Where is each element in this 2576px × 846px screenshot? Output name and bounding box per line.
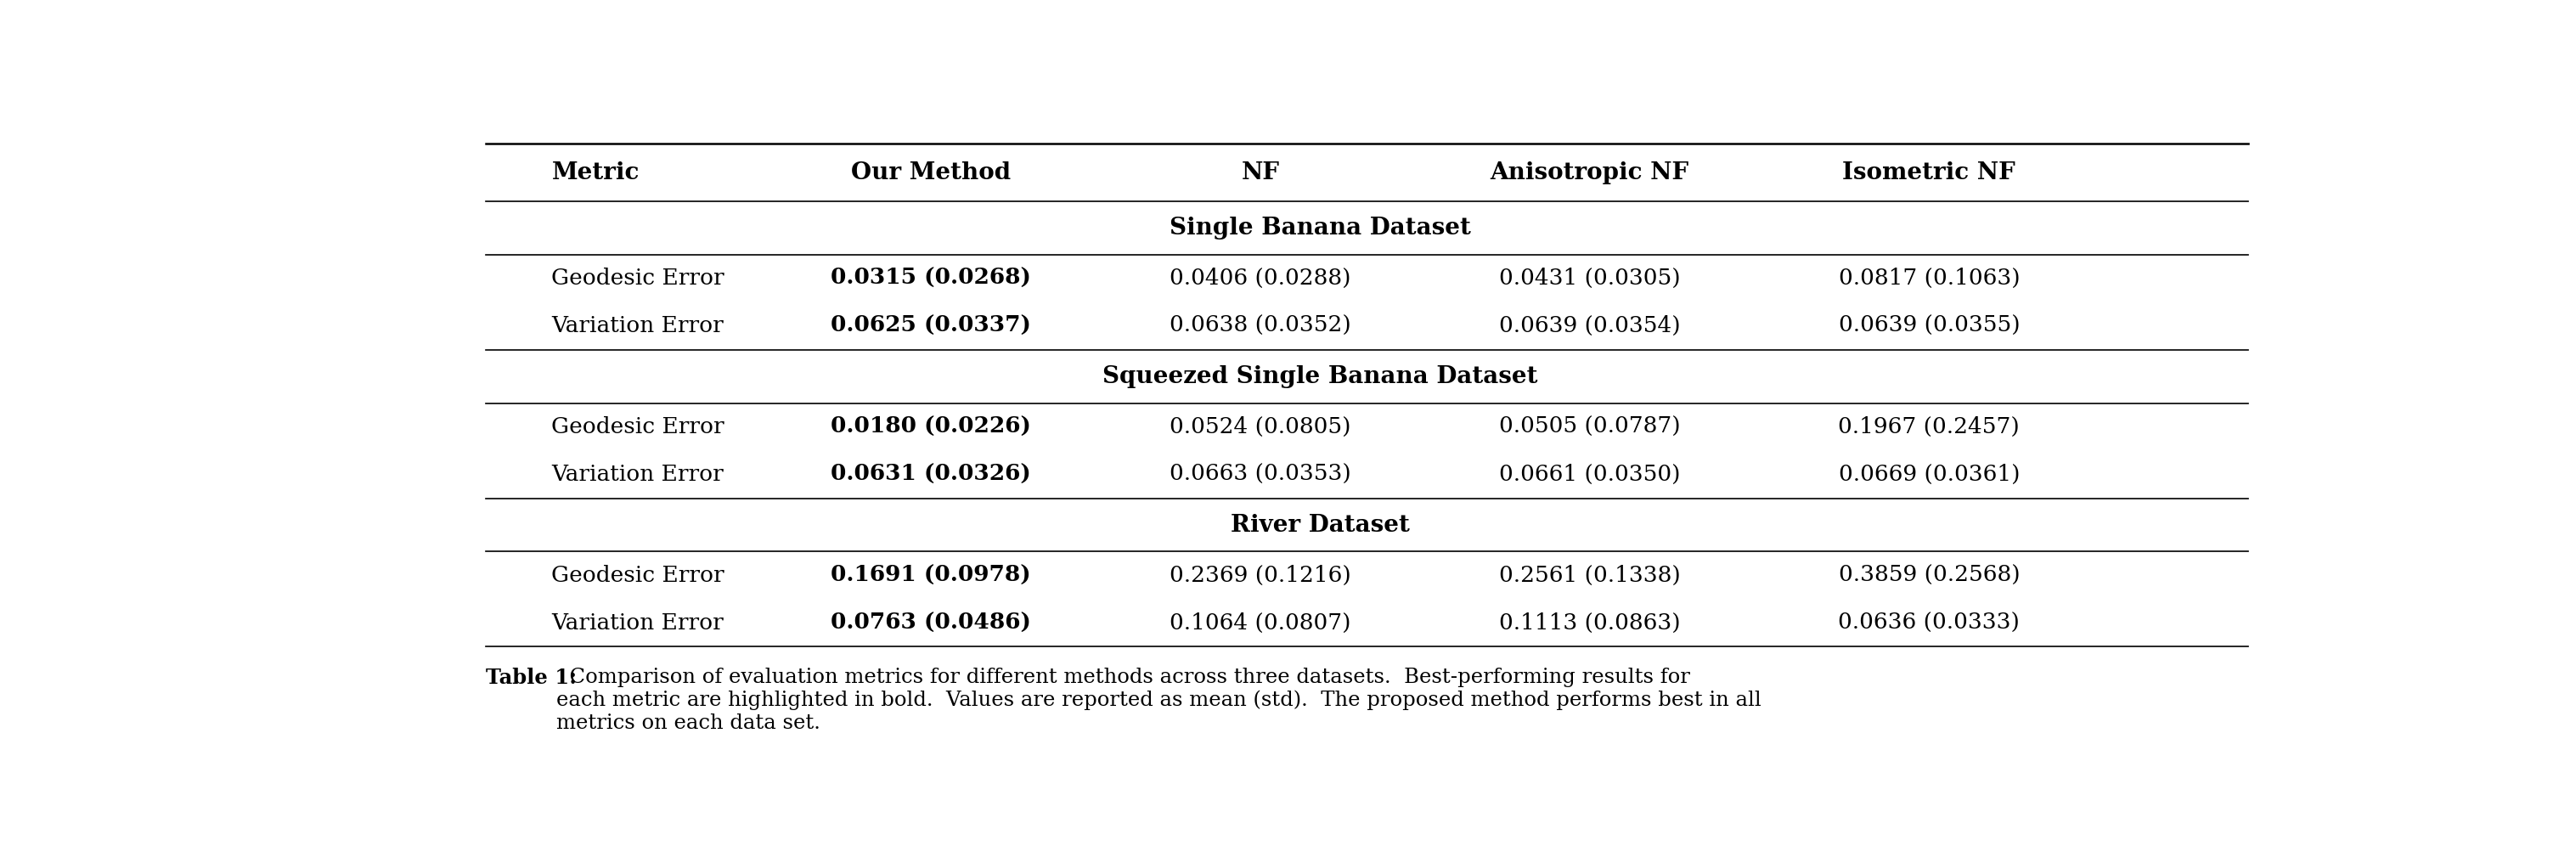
Text: Geodesic Error: Geodesic Error: [551, 416, 724, 437]
Text: 0.0524 (0.0805): 0.0524 (0.0805): [1170, 416, 1350, 437]
Text: 0.0817 (0.1063): 0.0817 (0.1063): [1839, 268, 2020, 289]
Text: 0.0663 (0.0353): 0.0663 (0.0353): [1170, 464, 1350, 485]
Text: 0.0636 (0.0333): 0.0636 (0.0333): [1839, 613, 2020, 634]
Text: Our Method: Our Method: [850, 161, 1010, 184]
Text: 0.0639 (0.0354): 0.0639 (0.0354): [1499, 316, 1680, 337]
Text: 0.0505 (0.0787): 0.0505 (0.0787): [1499, 416, 1680, 437]
Text: 0.0180 (0.0226): 0.0180 (0.0226): [829, 416, 1030, 437]
Text: 0.0406 (0.0288): 0.0406 (0.0288): [1170, 268, 1350, 289]
Text: Squeezed Single Banana Dataset: Squeezed Single Banana Dataset: [1103, 365, 1538, 387]
Text: 0.0431 (0.0305): 0.0431 (0.0305): [1499, 268, 1680, 289]
Text: 0.1967 (0.2457): 0.1967 (0.2457): [1839, 416, 2020, 437]
Text: 0.0631 (0.0326): 0.0631 (0.0326): [832, 464, 1030, 485]
Text: NF: NF: [1242, 161, 1280, 184]
Text: 0.1691 (0.0978): 0.1691 (0.0978): [832, 565, 1030, 586]
Text: 0.2561 (0.1338): 0.2561 (0.1338): [1499, 565, 1680, 586]
Text: 0.2369 (0.1216): 0.2369 (0.1216): [1170, 565, 1350, 586]
Text: 0.0763 (0.0486): 0.0763 (0.0486): [829, 613, 1030, 634]
Text: Geodesic Error: Geodesic Error: [551, 268, 724, 289]
Text: Single Banana Dataset: Single Banana Dataset: [1170, 217, 1471, 239]
Text: 0.0315 (0.0268): 0.0315 (0.0268): [829, 268, 1030, 289]
Text: Variation Error: Variation Error: [551, 613, 724, 634]
Text: 0.0625 (0.0337): 0.0625 (0.0337): [829, 316, 1030, 337]
Text: Geodesic Error: Geodesic Error: [551, 565, 724, 586]
Text: Isometric NF: Isometric NF: [1842, 161, 2014, 184]
Text: Variation Error: Variation Error: [551, 316, 724, 337]
Text: Anisotropic NF: Anisotropic NF: [1492, 161, 1690, 184]
Text: 0.0639 (0.0355): 0.0639 (0.0355): [1839, 316, 2020, 337]
Text: Metric: Metric: [551, 161, 639, 184]
Text: Table 1:: Table 1:: [487, 667, 577, 688]
Text: River Dataset: River Dataset: [1231, 514, 1409, 536]
Text: 0.3859 (0.2568): 0.3859 (0.2568): [1839, 565, 2020, 586]
Text: 0.0669 (0.0361): 0.0669 (0.0361): [1839, 464, 2020, 485]
Text: 0.0661 (0.0350): 0.0661 (0.0350): [1499, 464, 1680, 485]
Text: 0.1113 (0.0863): 0.1113 (0.0863): [1499, 613, 1680, 634]
Text: 0.0638 (0.0352): 0.0638 (0.0352): [1170, 316, 1350, 337]
Text: 0.1064 (0.0807): 0.1064 (0.0807): [1170, 613, 1350, 634]
Text: Variation Error: Variation Error: [551, 464, 724, 485]
Text: Comparison of evaluation metrics for different methods across three datasets.  B: Comparison of evaluation metrics for dif…: [556, 667, 1762, 733]
